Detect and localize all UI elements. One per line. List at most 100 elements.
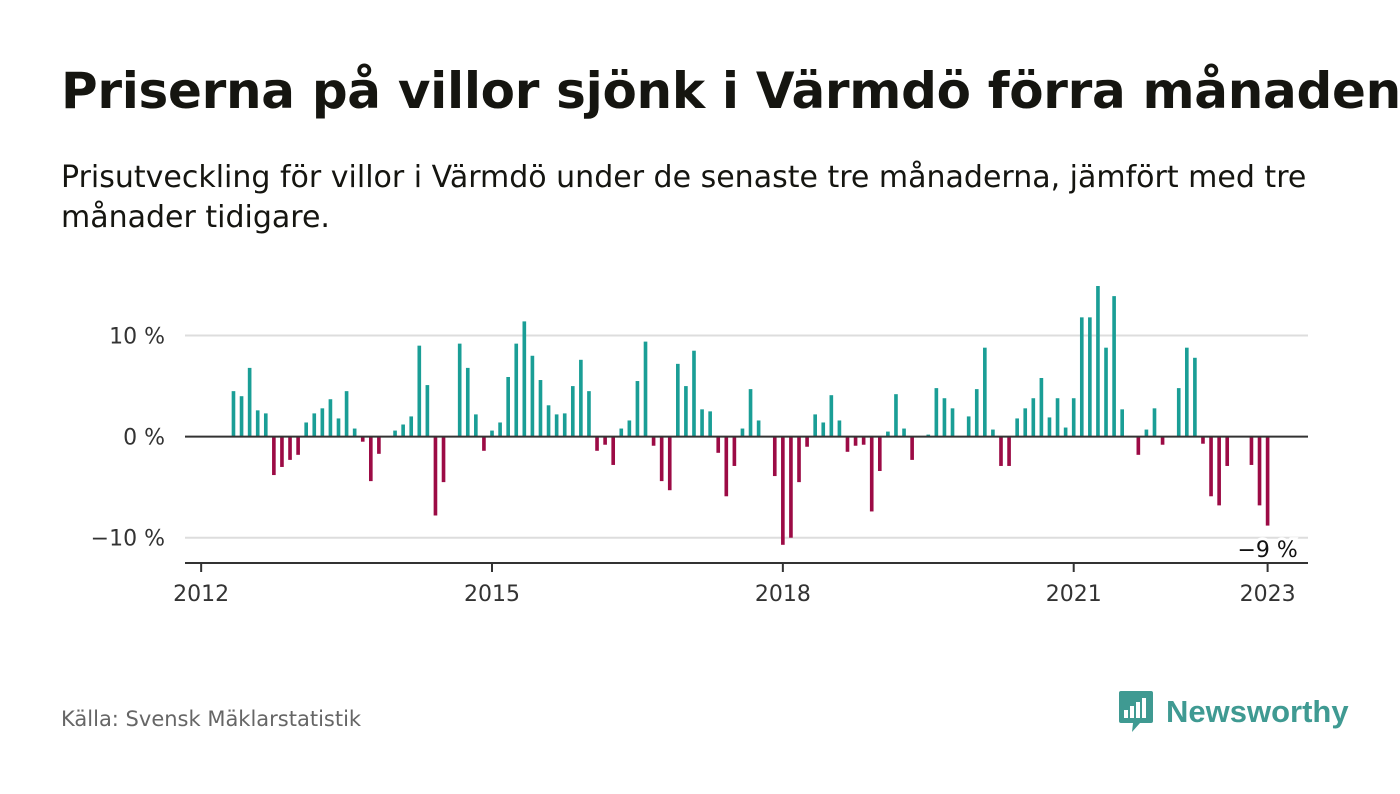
bar bbox=[344, 391, 349, 437]
brand-logo[interactable]: Newsworthy bbox=[1118, 690, 1349, 734]
annotations: −9 % bbox=[1234, 535, 1300, 566]
brand-name: Newsworthy bbox=[1166, 694, 1349, 729]
bar bbox=[570, 386, 575, 437]
bar bbox=[1055, 398, 1060, 437]
bar bbox=[1096, 286, 1100, 437]
bar bbox=[651, 436, 656, 446]
bar bbox=[974, 389, 979, 437]
bar bbox=[837, 420, 842, 437]
bar bbox=[740, 428, 745, 437]
bar bbox=[756, 420, 761, 437]
bar bbox=[1063, 427, 1068, 437]
bar bbox=[716, 436, 721, 453]
bar bbox=[748, 389, 753, 437]
bar bbox=[239, 396, 244, 437]
bar bbox=[619, 428, 624, 437]
bar bbox=[1144, 429, 1149, 437]
bar bbox=[667, 436, 672, 491]
bars bbox=[231, 286, 1270, 545]
bar bbox=[1088, 317, 1092, 437]
bar bbox=[1176, 388, 1181, 437]
bar bbox=[877, 436, 882, 472]
bar bbox=[1079, 317, 1084, 437]
bar bbox=[369, 436, 373, 482]
bar bbox=[1184, 347, 1189, 437]
bar bbox=[781, 436, 785, 545]
bar bbox=[247, 367, 252, 437]
bar bbox=[312, 413, 317, 437]
bar bbox=[821, 422, 826, 437]
bar bbox=[304, 422, 309, 437]
bar bbox=[538, 380, 543, 437]
bar bbox=[1071, 398, 1076, 437]
bar bbox=[934, 388, 939, 437]
bar bbox=[813, 414, 817, 437]
bar bbox=[336, 418, 341, 437]
x-tick-label: 2015 bbox=[464, 582, 520, 607]
bar bbox=[1249, 436, 1254, 465]
bar bbox=[425, 385, 430, 437]
bar bbox=[490, 430, 494, 437]
bar bbox=[999, 436, 1003, 466]
bar bbox=[829, 395, 834, 437]
bar bbox=[514, 343, 519, 437]
bar bbox=[902, 428, 906, 437]
bar bbox=[772, 436, 777, 477]
bar bbox=[554, 414, 559, 437]
bar bbox=[417, 345, 422, 437]
bar bbox=[1031, 398, 1036, 437]
bar bbox=[966, 416, 971, 437]
bar bbox=[498, 422, 502, 437]
bar bbox=[465, 367, 470, 437]
bar bbox=[845, 436, 850, 452]
bar bbox=[255, 410, 260, 437]
bar bbox=[611, 436, 616, 465]
bar bbox=[789, 436, 793, 538]
bar bbox=[441, 436, 446, 483]
bar bbox=[482, 436, 486, 451]
bar bbox=[1160, 436, 1165, 445]
bar bbox=[684, 386, 688, 437]
bar bbox=[635, 381, 640, 437]
bar bbox=[409, 416, 414, 437]
source-note: Källa: Svensk Mäklarstatistik bbox=[61, 707, 362, 731]
bar bbox=[1015, 418, 1019, 437]
bar bbox=[393, 430, 397, 437]
bar bbox=[522, 321, 527, 437]
bar bbox=[377, 436, 381, 454]
bar bbox=[861, 436, 866, 445]
bar bbox=[457, 343, 462, 437]
bar bbox=[546, 405, 551, 437]
bar bbox=[659, 436, 664, 482]
bar bbox=[288, 436, 292, 460]
bar bbox=[506, 376, 510, 437]
bar bbox=[627, 420, 632, 437]
bar bbox=[579, 359, 583, 437]
bar bbox=[894, 394, 898, 437]
bar bbox=[1152, 408, 1157, 437]
bar bbox=[1047, 417, 1052, 437]
bar bbox=[401, 424, 405, 437]
bar bbox=[910, 436, 914, 460]
bar bbox=[360, 436, 365, 442]
y-tick-label: 10 % bbox=[109, 325, 165, 350]
bar bbox=[643, 341, 648, 437]
bar bbox=[587, 391, 591, 437]
bar bbox=[1257, 436, 1262, 506]
bar bbox=[530, 355, 535, 437]
bar bbox=[991, 429, 995, 437]
newsworthy-logo-icon bbox=[1119, 691, 1153, 732]
bar bbox=[1039, 378, 1044, 437]
bar bbox=[732, 436, 737, 466]
x-tick-label: 2012 bbox=[173, 582, 229, 607]
bar bbox=[280, 436, 284, 467]
bar bbox=[692, 350, 696, 437]
bar bbox=[676, 363, 680, 437]
bar bbox=[983, 347, 987, 437]
bar bbox=[805, 436, 809, 447]
bar bbox=[328, 399, 333, 437]
bar bbox=[724, 436, 729, 497]
x-tick-label: 2023 bbox=[1240, 582, 1296, 607]
bar bbox=[603, 436, 607, 445]
chart-subtitle: Prisutveckling för villor i Värmdö under… bbox=[61, 160, 1307, 235]
